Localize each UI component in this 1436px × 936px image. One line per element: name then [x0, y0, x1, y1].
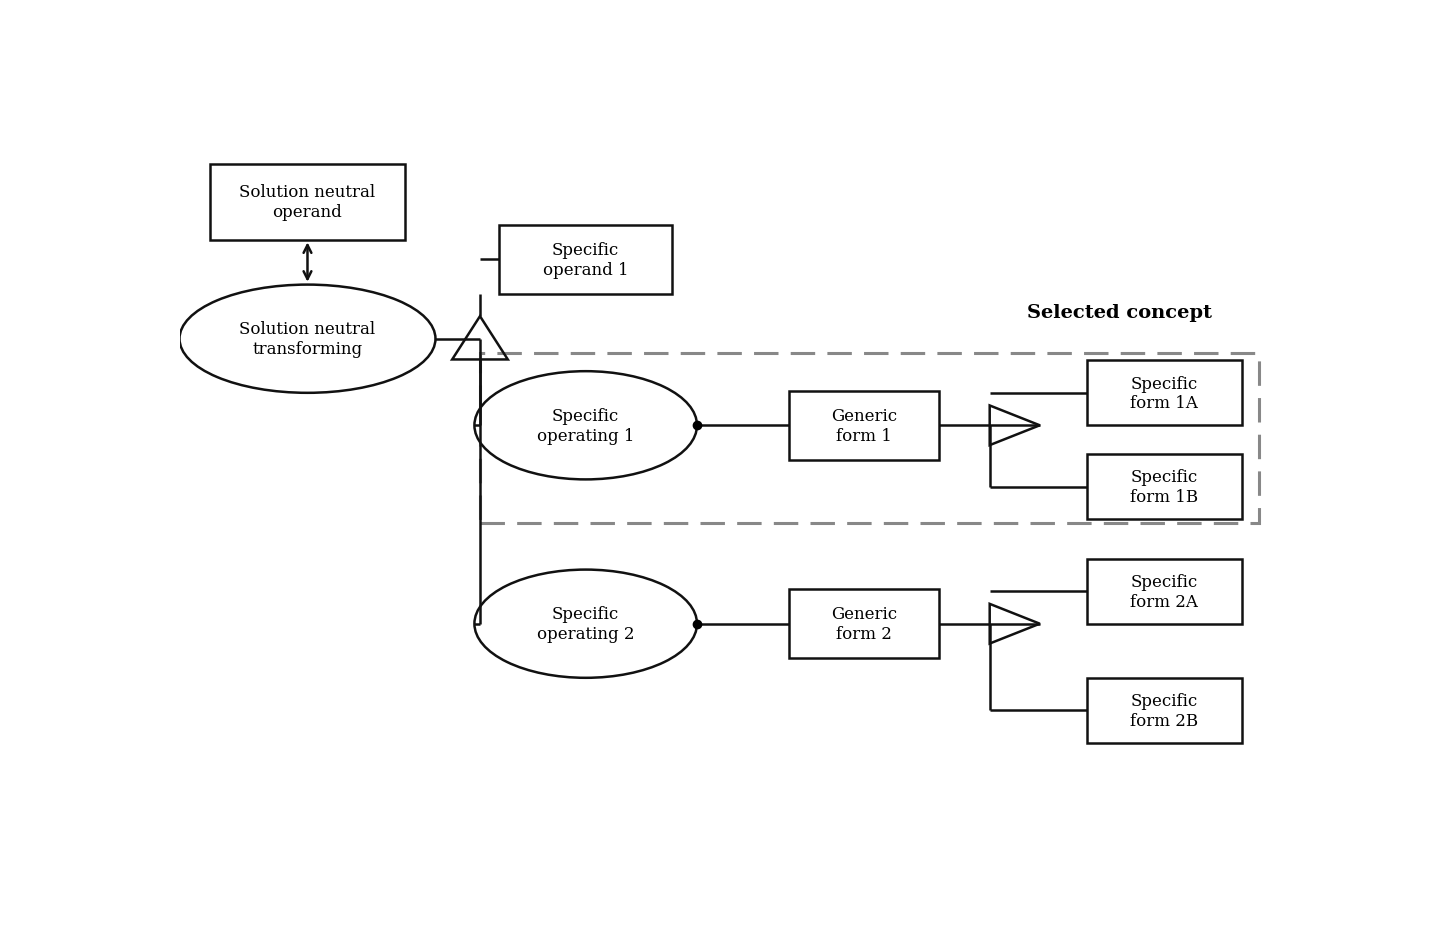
- Text: Specific
form 2A: Specific form 2A: [1130, 574, 1199, 610]
- FancyBboxPatch shape: [210, 165, 405, 241]
- FancyBboxPatch shape: [1087, 559, 1242, 624]
- Text: Generic
form 2: Generic form 2: [831, 606, 898, 642]
- Text: Specific
form 1B: Specific form 1B: [1130, 469, 1199, 505]
- FancyBboxPatch shape: [500, 226, 672, 294]
- Text: Specific
operating 2: Specific operating 2: [537, 606, 635, 642]
- Ellipse shape: [474, 570, 696, 678]
- Text: Specific
operand 1: Specific operand 1: [543, 241, 629, 278]
- Text: Selected concept: Selected concept: [1027, 303, 1212, 321]
- Text: Specific
form 1A: Specific form 1A: [1130, 375, 1199, 412]
- FancyBboxPatch shape: [788, 590, 939, 658]
- Text: Specific
operating 1: Specific operating 1: [537, 407, 635, 444]
- FancyBboxPatch shape: [1087, 455, 1242, 519]
- Text: Solution neutral
transforming: Solution neutral transforming: [240, 321, 376, 358]
- FancyBboxPatch shape: [1087, 678, 1242, 743]
- Text: Generic
form 1: Generic form 1: [831, 407, 898, 444]
- Ellipse shape: [474, 372, 696, 480]
- FancyBboxPatch shape: [788, 391, 939, 461]
- Ellipse shape: [180, 285, 435, 393]
- FancyBboxPatch shape: [1087, 361, 1242, 426]
- Text: Specific
form 2B: Specific form 2B: [1130, 693, 1199, 729]
- Text: Solution neutral
operand: Solution neutral operand: [240, 184, 376, 221]
